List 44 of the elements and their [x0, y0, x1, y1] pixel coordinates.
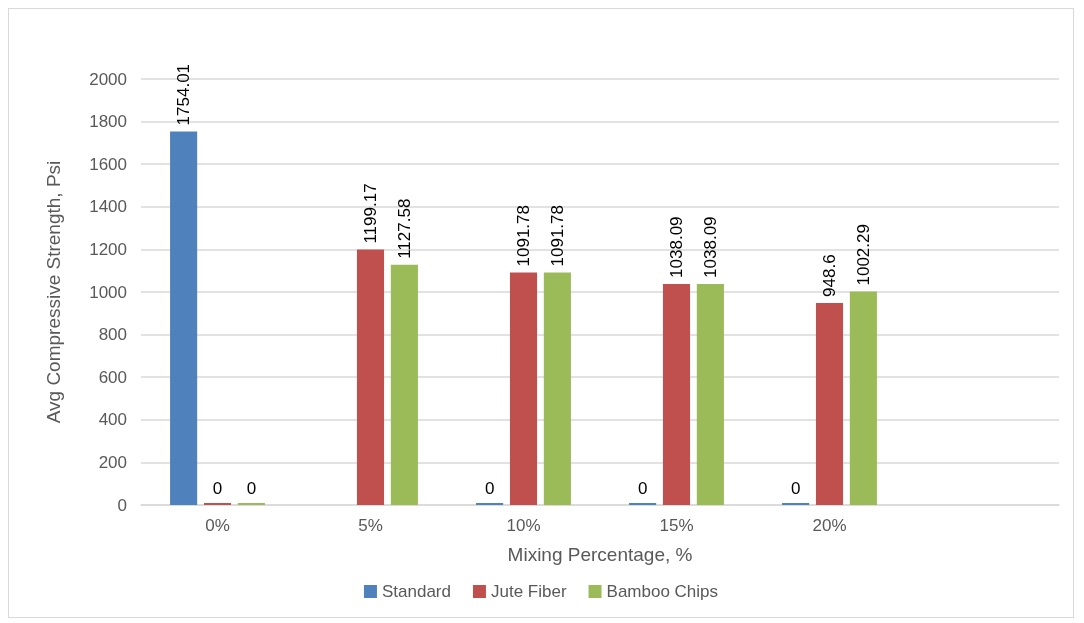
y-tick-label: 1200 [89, 239, 127, 259]
data-label: 0 [212, 479, 223, 498]
y-tick-label: 600 [98, 367, 127, 387]
bar [509, 272, 538, 505]
x-tick-label: 0% [205, 516, 230, 535]
x-axis-title: Mixing Percentage, % [507, 544, 693, 565]
data-label: 0 [484, 479, 495, 498]
x-tick-label: 10% [506, 516, 541, 535]
y-tick-label: 800 [98, 325, 127, 345]
y-tick-label: 0 [117, 495, 127, 515]
bar [356, 249, 385, 505]
y-tick-label: 1400 [89, 197, 127, 217]
data-label: 0 [790, 479, 801, 498]
y-tick-label: 400 [98, 410, 127, 430]
data-label: 1038.09 [700, 216, 720, 278]
data-label: 1754.01 [174, 63, 194, 126]
bar [815, 302, 844, 505]
data-label: 1127.58 [394, 198, 414, 259]
x-tick-label: 15% [659, 516, 694, 535]
data-label: 1091.78 [547, 205, 567, 267]
legend-label: Standard [381, 582, 451, 601]
bar [662, 283, 691, 505]
data-label: 948.6 [820, 254, 839, 297]
y-axis-title: Avg Compressive Strength, Psi [43, 160, 64, 424]
y-tick-label: 200 [98, 452, 127, 472]
y-tick-label: 1000 [89, 282, 127, 302]
data-label: 0 [246, 479, 257, 498]
y-tick-label: 2000 [89, 69, 127, 89]
bar [170, 131, 198, 505]
data-label: 1002.29 [853, 224, 873, 286]
bar [849, 291, 877, 505]
data-label: 1199.17 [361, 183, 380, 244]
bar [696, 283, 724, 505]
bar [543, 272, 571, 505]
x-tick-label: 5% [358, 516, 383, 535]
data-label: 1091.78 [514, 205, 533, 267]
y-tick-label: 1600 [89, 154, 127, 174]
data-label: 0 [637, 479, 648, 498]
data-label: 1038.09 [667, 216, 686, 278]
bar [390, 264, 418, 505]
legend-label: Bamboo Chips [606, 582, 719, 601]
legend-label: Jute Fiber [490, 582, 567, 601]
y-tick-label: 1800 [89, 112, 127, 132]
x-tick-label: 20% [812, 516, 847, 535]
